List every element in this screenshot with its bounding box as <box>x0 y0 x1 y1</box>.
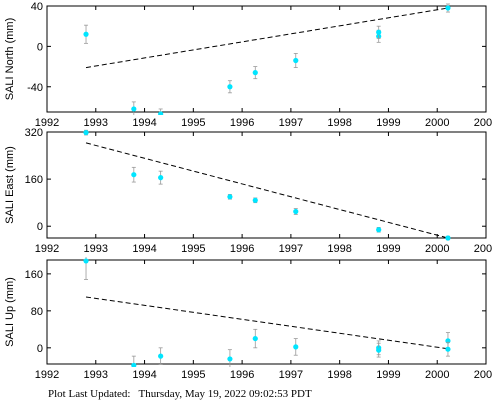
x-tick-label: 1992 <box>35 369 59 381</box>
data-point <box>83 258 89 264</box>
x-tick-label: 1995 <box>181 369 205 381</box>
data-point <box>293 208 299 215</box>
trend-line <box>85 296 449 350</box>
x-tick-label: 1993 <box>84 243 108 255</box>
panel-2: 1992 1993 1994 1995 1996 1997 1998 1999 2000 2001… <box>4 127 492 255</box>
trend-line <box>85 142 449 239</box>
data-point <box>131 106 137 112</box>
x-tick-label: 1992 <box>35 243 59 255</box>
data-point <box>376 227 382 233</box>
data-point <box>227 194 233 200</box>
x-tick-label: 1993 <box>84 369 108 381</box>
y-tick-label: 80 <box>31 306 43 318</box>
x-tick-label: 1996 <box>230 117 254 129</box>
data-point <box>376 29 382 35</box>
x-tick-label: 1998 <box>327 369 351 381</box>
y-tick-label: 320 <box>25 127 43 139</box>
x-tick-label: 1997 <box>279 369 303 381</box>
panel-1: 1992 1993 1994 1995 1996 1997 1998 1999 2000 2001… <box>4 1 492 129</box>
data-point <box>227 356 233 362</box>
x-tick-label: 2000 <box>425 117 449 129</box>
data-point <box>293 57 299 64</box>
x-tick-label: 1996 <box>230 369 254 381</box>
data-point <box>252 70 258 76</box>
data-point <box>83 129 89 136</box>
data-point <box>252 197 258 203</box>
marks <box>83 3 451 115</box>
x-tick-label: 1998 <box>327 117 351 129</box>
x-tick-label: 2000 <box>425 369 449 381</box>
y-axis-label: SALI North (mm) <box>4 18 16 101</box>
plot-frame <box>46 131 487 239</box>
x-tick-label: 1993 <box>84 117 108 129</box>
x-tick-label: 1997 <box>279 243 303 255</box>
data-point <box>158 111 164 115</box>
x-tick-label: 1995 <box>181 117 205 129</box>
x-tick-label: 1994 <box>132 243 156 255</box>
plot-last-updated: Plot Last Updated: Thursday, May 19, 202… <box>48 388 312 400</box>
data-point <box>252 335 258 342</box>
y-axis-label: SALI East (mm) <box>4 146 16 224</box>
x-tick-label: 2000 <box>425 243 449 255</box>
data-point <box>293 344 299 350</box>
y-tick-label: 0 <box>37 343 43 355</box>
x-tick-label: 1995 <box>181 243 205 255</box>
data-point <box>445 5 451 11</box>
panel-3: 1992 1993 1994 1995 1996 1997 1998 1999 2000 200 1… <box>4 257 492 381</box>
y-axis-label: SALI Up (mm) <box>4 277 16 347</box>
data-point <box>83 31 89 37</box>
marks <box>83 257 451 367</box>
y-tick-label: 160 <box>25 269 43 281</box>
y-tick-label: -40 <box>27 82 43 94</box>
data-point <box>227 84 233 90</box>
x-tick-label: 1999 <box>376 243 400 255</box>
x-tick-label: 1994 <box>132 117 156 129</box>
x-tick-label: 1999 <box>376 117 400 129</box>
x-tick-label: 1999 <box>376 369 400 381</box>
data-point <box>158 175 164 181</box>
x-tick-label: 1997 <box>279 117 303 129</box>
marks <box>83 129 451 241</box>
trend-line <box>85 7 449 69</box>
data-point <box>445 346 451 352</box>
data-point <box>158 353 164 359</box>
data-point <box>131 362 137 367</box>
x-tick-label: 1994 <box>132 369 156 381</box>
data-point <box>131 172 137 178</box>
data-point <box>376 347 382 353</box>
y-tick-label: 160 <box>25 174 43 186</box>
y-tick-label: 0 <box>37 41 43 53</box>
x-tick-label: 1998 <box>327 243 351 255</box>
x-tick-label: 1996 <box>230 243 254 255</box>
data-point <box>445 235 451 241</box>
y-tick-label: 0 <box>37 221 43 233</box>
plot-frame <box>46 259 487 365</box>
plot-frame <box>46 5 487 113</box>
y-tick-label: 40 <box>31 1 43 13</box>
x-tick-label: 1992 <box>35 117 59 129</box>
